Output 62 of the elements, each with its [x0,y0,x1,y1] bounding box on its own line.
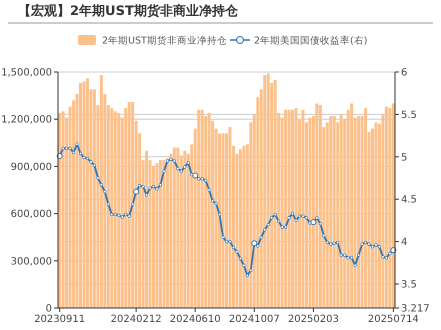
bar [318,105,322,308]
y2-tick-label: 3.217 [401,304,430,314]
bar [79,83,82,308]
bar [176,148,180,308]
bar [301,110,304,308]
x-tick-label: 20240212 [110,314,162,325]
bar [308,118,312,308]
y2-tick-label: 4.5 [401,194,417,206]
bar [238,149,242,308]
bar [183,150,186,308]
x-tick-label: 20241007 [228,314,280,325]
y-tick-label: 300,000 [10,256,52,268]
bar [384,106,388,308]
bar [374,122,378,308]
bar [222,133,224,308]
y-tick-label: 0 [46,304,52,314]
legend-label: 2年期UST期货非商业净持仓 [102,34,227,46]
bar [162,160,166,308]
bar [357,116,360,308]
x-tick-label: 20250203 [288,314,339,325]
bar [200,110,204,308]
bar [128,102,131,308]
bar [92,89,96,308]
bar [291,110,294,308]
bar [329,116,332,308]
bar [266,74,270,308]
y-tick-label: 900,000 [10,162,52,173]
bar [350,103,354,308]
bar [172,148,176,308]
x-tick-label: 20250714 [368,314,419,325]
y2-tick-label: 5 [401,152,408,164]
bar [340,114,343,308]
y2-tick-label: 3.5 [401,280,417,290]
y2-tick-label: 5.5 [401,110,417,121]
x-tick-label: 20240610 [170,314,221,325]
x-tick-label: 20230911 [34,314,86,325]
bar [82,81,86,308]
bar [228,127,232,308]
bar [110,108,114,308]
bar [242,146,246,308]
chart-title: 【宏观】2年期UST期货非商业净持仓 [18,3,239,19]
y-tick-label: 1,200,000 [1,114,52,126]
bar [284,110,288,308]
y-tick-label: 1,500,000 [1,68,52,78]
bar [294,108,298,308]
bar [86,78,89,308]
bar [100,75,103,308]
bar [315,103,318,308]
bar [156,163,158,308]
bar [208,112,211,308]
legend-label: 2年期美国国债收益率(右) [254,34,368,46]
bar [131,102,134,308]
y2-tick-label: 4 [401,237,408,248]
bar [274,80,277,308]
bar [158,160,162,308]
bar [288,110,291,308]
y2-tick-label: 6 [401,68,408,78]
bar [145,150,148,308]
bar [197,110,200,308]
bar [62,111,65,308]
bar [364,108,368,308]
y-tick-label: 600,000 [10,209,52,220]
